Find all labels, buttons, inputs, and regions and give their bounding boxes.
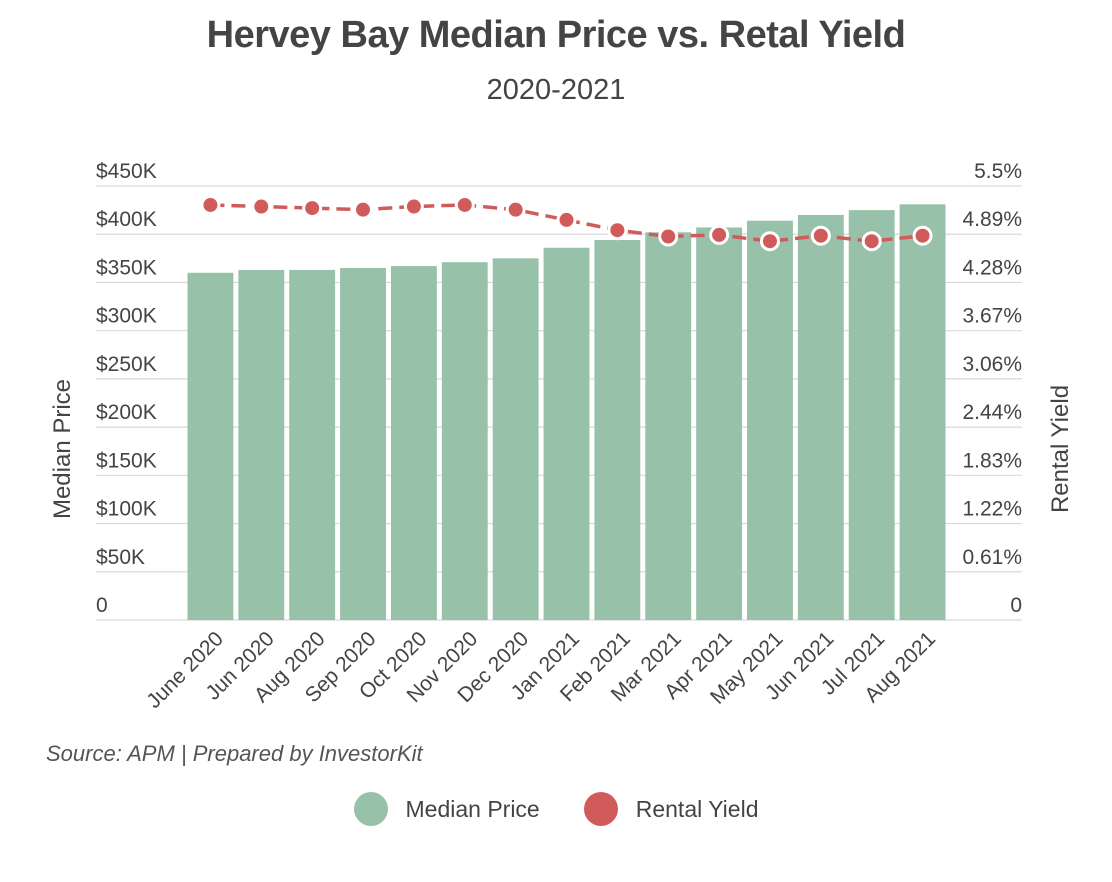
left-tick-label: $50K xyxy=(96,546,145,569)
right-axis-label: Rental Yield xyxy=(1047,385,1074,513)
median-price-bars xyxy=(187,204,946,621)
point-rental-yield xyxy=(454,194,475,215)
point-rental-yield xyxy=(403,196,424,217)
point-rental-yield xyxy=(353,199,374,220)
bar-median-price xyxy=(797,214,844,620)
right-tick-label: 4.28% xyxy=(962,256,1022,279)
left-tick-label: $450K xyxy=(96,160,157,183)
right-tick-label: 0.61% xyxy=(962,546,1022,569)
right-tick-label: 3.67% xyxy=(962,305,1022,328)
left-tick-label: $200K xyxy=(96,401,157,424)
bar-median-price xyxy=(187,272,234,620)
point-rental-yield xyxy=(505,199,526,220)
left-tick-label: $400K xyxy=(96,208,157,231)
left-tick-label: $150K xyxy=(96,449,157,472)
legend-item-rental-yield: Rental Yield xyxy=(583,792,759,826)
point-rental-yield xyxy=(556,209,577,230)
bar-median-price xyxy=(848,210,895,620)
bar-median-price xyxy=(340,267,386,620)
chart-title: Hervey Bay Median Price vs. Retal Yield xyxy=(206,14,906,56)
legend: Median Price Rental Yield xyxy=(0,792,1112,826)
legend-label-rental-yield: Rental Yield xyxy=(635,795,759,822)
bar-median-price xyxy=(390,266,437,620)
legend-swatch-rental-yield xyxy=(583,792,618,826)
bar-median-price xyxy=(492,258,539,620)
right-tick-label: 1.83% xyxy=(962,449,1022,472)
right-tick-label: 4.89% xyxy=(962,208,1022,231)
bar-median-price xyxy=(543,247,590,621)
right-tick-label: 2.44% xyxy=(962,401,1022,424)
left-tick-label: $250K xyxy=(96,353,157,376)
right-tick-label: 3.06% xyxy=(962,353,1022,376)
left-axis-ticks: 0 $50K $100K $150K $200K $250K $300K $350K $400K… xyxy=(96,160,157,617)
source-note: Source: APM | Prepared by InvestorKit xyxy=(46,741,423,766)
bar-median-price xyxy=(696,227,743,620)
legend-label-median-price: Median Price xyxy=(405,795,540,822)
left-tick-label: $100K xyxy=(96,498,157,521)
point-rental-yield xyxy=(251,196,272,217)
bar-median-price xyxy=(289,269,336,620)
right-tick-label: 0 xyxy=(1010,594,1022,617)
bar-median-price xyxy=(899,204,946,620)
left-axis-label: Median Price xyxy=(49,379,76,519)
point-rental-yield xyxy=(709,224,730,245)
point-rental-yield xyxy=(861,231,882,252)
right-axis-ticks: 0 0.61% 1.22% 1.83% 2.44% 3.06% 3.67% 4.28% 4.89… xyxy=(962,160,1022,617)
point-rental-yield xyxy=(759,231,780,252)
chart-subtitle: 2020-2021 xyxy=(486,74,626,106)
bar-median-price xyxy=(645,232,692,620)
bar-median-price xyxy=(747,220,793,620)
bar-median-price xyxy=(594,240,641,620)
bar-median-price xyxy=(441,262,488,620)
point-rental-yield xyxy=(658,226,679,247)
right-tick-label: 5.5% xyxy=(974,160,1022,183)
left-tick-label: $300K xyxy=(96,305,157,328)
left-tick-label: $350K xyxy=(96,256,157,279)
rental-yield-line xyxy=(200,194,933,252)
bar-median-price xyxy=(238,269,285,620)
point-rental-yield xyxy=(302,198,323,219)
combo-chart: 0 $50K $100K $150K $200K $250K $300K $350K $400K… xyxy=(49,160,1074,713)
point-rental-yield xyxy=(912,225,933,246)
legend-swatch-median-price xyxy=(353,792,388,826)
left-tick-label: 0 xyxy=(96,594,108,617)
point-rental-yield xyxy=(810,225,831,246)
right-tick-label: 1.22% xyxy=(962,498,1022,521)
point-rental-yield xyxy=(200,194,221,215)
legend-item-median-price: Median Price xyxy=(353,792,540,826)
point-rental-yield xyxy=(607,220,628,241)
